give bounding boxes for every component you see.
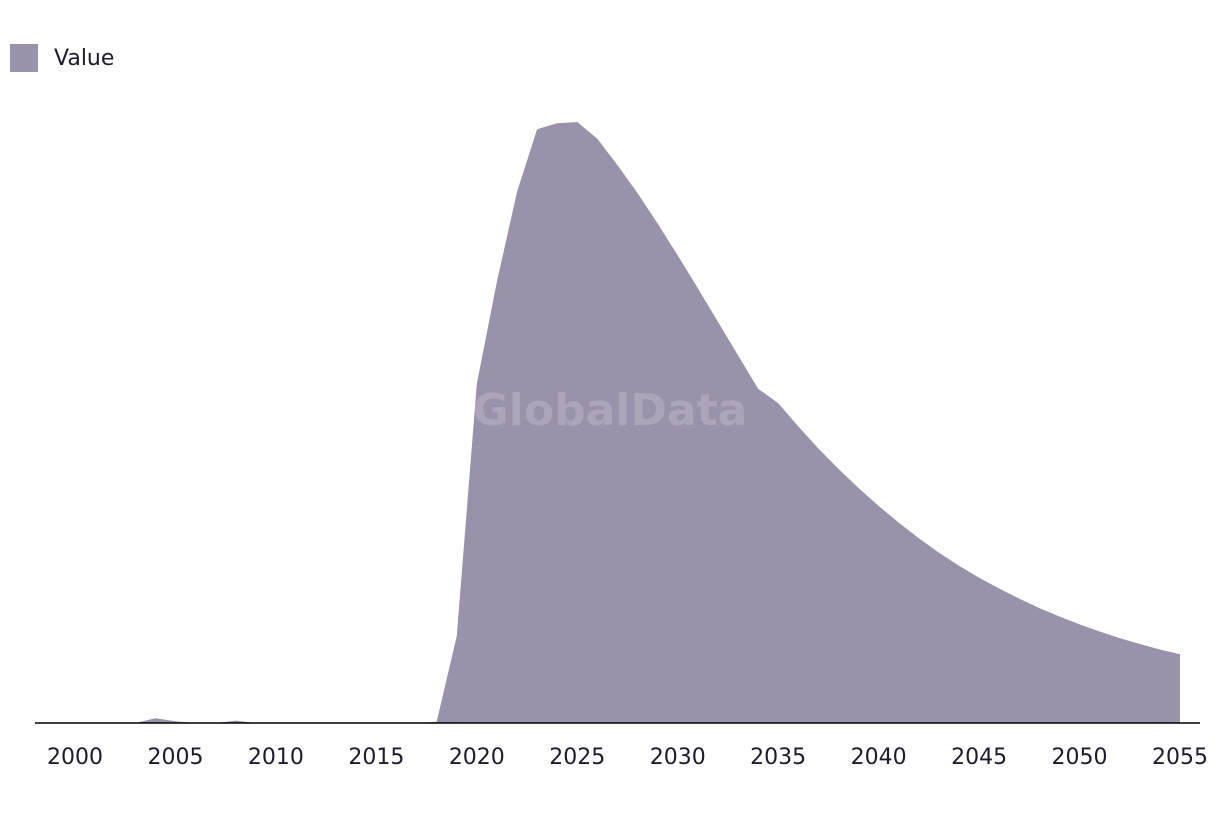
x-tick-label: 2055 — [1152, 745, 1208, 770]
x-tick-label: 2015 — [348, 745, 404, 770]
watermark-text: GlobalData — [473, 385, 748, 436]
x-axis-ticks: 2000 2005 2010 2015 2020 2025 2030 2035 2040 2045… — [47, 745, 1208, 770]
x-tick-label: 2005 — [147, 745, 203, 770]
x-tick-label: 2050 — [1052, 745, 1108, 770]
legend-swatch — [10, 44, 38, 72]
chart-legend: Value — [10, 44, 114, 72]
series-area-value — [75, 122, 1180, 723]
x-tick-label: 2000 — [47, 745, 103, 770]
x-tick-label: 2040 — [851, 745, 907, 770]
x-tick-label: 2030 — [650, 745, 706, 770]
x-tick-label: 2045 — [951, 745, 1007, 770]
legend-label: Value — [54, 45, 115, 71]
x-tick-label: 2020 — [449, 745, 505, 770]
x-tick-label: 2025 — [549, 745, 605, 770]
x-tick-label: 2035 — [750, 745, 806, 770]
x-tick-label: 2010 — [248, 745, 304, 770]
